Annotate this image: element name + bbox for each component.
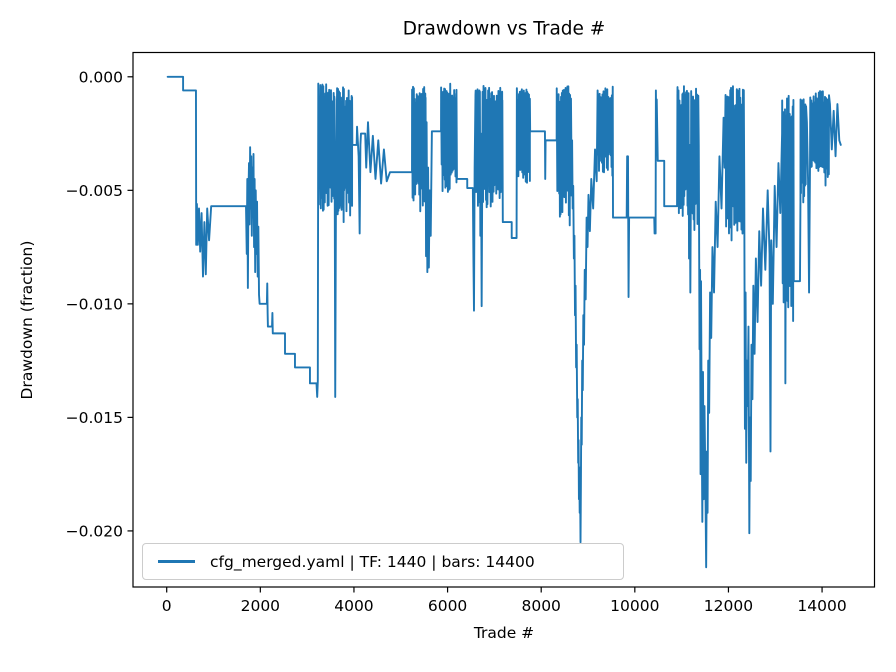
- axes-frame: [132, 51, 876, 588]
- x-tick-label: 14000: [797, 597, 846, 615]
- x-tick-label: 12000: [704, 597, 753, 615]
- x-tick-label: 4000: [334, 597, 373, 615]
- legend: cfg_merged.yaml | TF: 1440 | bars: 14400: [142, 543, 624, 580]
- y-axis-label: Drawdown (fraction): [18, 240, 36, 400]
- x-tick-label: 2000: [241, 597, 280, 615]
- x-axis-label: Trade #: [473, 624, 535, 642]
- x-tick-label: 8000: [521, 597, 560, 615]
- x-tick-label: 0: [162, 597, 172, 615]
- x-tick-label: 10000: [610, 597, 659, 615]
- y-tick-label: 0.000: [79, 68, 123, 86]
- drawdown-line: [166, 75, 842, 569]
- legend-line-sample: [158, 560, 195, 563]
- chart-title: Drawdown vs Trade #: [402, 18, 606, 40]
- legend-label: cfg_merged.yaml | TF: 1440 | bars: 14400: [210, 552, 535, 571]
- y-tick-label: −0.010: [66, 295, 123, 313]
- y-tick-label: −0.005: [66, 182, 123, 200]
- x-tick-label: 6000: [428, 597, 467, 615]
- y-tick-label: −0.015: [66, 409, 123, 427]
- y-tick-label: −0.020: [66, 522, 123, 540]
